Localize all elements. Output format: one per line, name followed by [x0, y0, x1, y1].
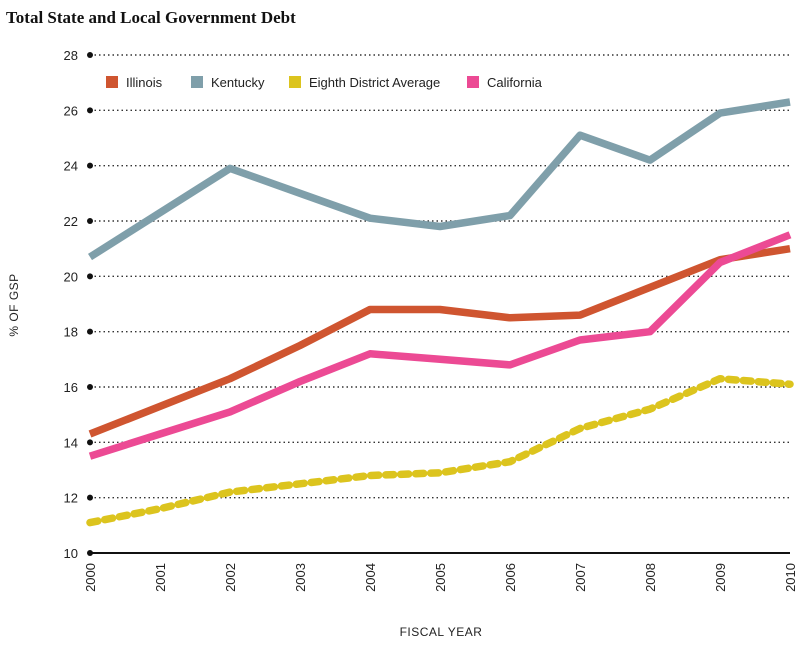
y-axis-ticks: 10 12 14 16 18 20 22 24 26 28: [64, 48, 93, 561]
y-tick-label: 26: [64, 103, 78, 118]
legend-item: Illinois: [106, 75, 163, 90]
legend-label: Kentucky: [211, 75, 265, 90]
y-tick-dot: [87, 52, 93, 58]
x-tick-label: 2008: [643, 563, 658, 592]
y-tick-label: 12: [64, 491, 78, 506]
x-tick-label: 2001: [153, 563, 168, 592]
x-tick-label: 2007: [573, 563, 588, 592]
y-tick-label: 16: [64, 380, 78, 395]
legend-item: California: [467, 75, 543, 90]
x-tick-label: 2002: [223, 563, 238, 592]
x-tick-label: 2010: [783, 563, 798, 592]
series-line-illinois: [88, 244, 791, 438]
legend-label: Illinois: [126, 75, 163, 90]
y-tick-label: 18: [64, 325, 78, 340]
y-tick-dot: [87, 273, 93, 280]
x-axis-ticks: 2000 2001 2002 2003 2004 2005 2006 2007 2008 2009…: [83, 563, 798, 592]
chart-title: Total State and Local Government Debt: [6, 8, 296, 27]
x-tick-label: 2005: [433, 563, 448, 592]
x-tick-label: 2009: [713, 563, 728, 592]
x-tick-label: 2000: [83, 563, 98, 592]
y-tick-dot: [87, 384, 93, 390]
x-tick-label: 2006: [503, 563, 518, 592]
x-axis-title: FISCAL YEAR: [400, 625, 483, 639]
legend-item: Eighth District Average: [289, 75, 440, 90]
legend-swatch: [467, 76, 479, 88]
series-line-california: [88, 231, 792, 460]
series-line-kentucky: [87, 98, 791, 261]
y-tick-dot: [87, 162, 93, 169]
legend-label: California: [487, 75, 543, 90]
legend-label: Eighth District Average: [309, 75, 440, 90]
x-tick-label: 2003: [293, 563, 308, 592]
y-tick-dot: [87, 494, 93, 501]
y-tick-label: 22: [64, 214, 78, 229]
legend-swatch: [106, 76, 118, 88]
y-tick-label: 14: [64, 435, 78, 450]
y-tick-label: 28: [64, 48, 78, 63]
legend-item: Kentucky: [191, 75, 265, 90]
y-axis-title: % OF GSP: [7, 273, 21, 336]
legend-swatch: [289, 76, 301, 88]
x-tick-label: 2004: [363, 563, 378, 592]
y-tick-label: 20: [64, 269, 78, 284]
y-tick-dot: [87, 550, 93, 556]
y-tick-dot: [87, 107, 93, 114]
y-tick-label: 24: [64, 159, 78, 174]
legend: Illinois Kentucky Eighth District Average C…: [106, 75, 543, 90]
legend-swatch: [191, 76, 203, 88]
gridlines: [90, 54, 790, 554]
y-tick-label: 10: [64, 546, 78, 561]
y-tick-dot: [87, 439, 93, 446]
series-line-eighth-district-average: [86, 374, 794, 527]
series-lines: [86, 98, 794, 527]
y-tick-dot: [87, 328, 93, 335]
y-tick-dot: [87, 218, 93, 224]
